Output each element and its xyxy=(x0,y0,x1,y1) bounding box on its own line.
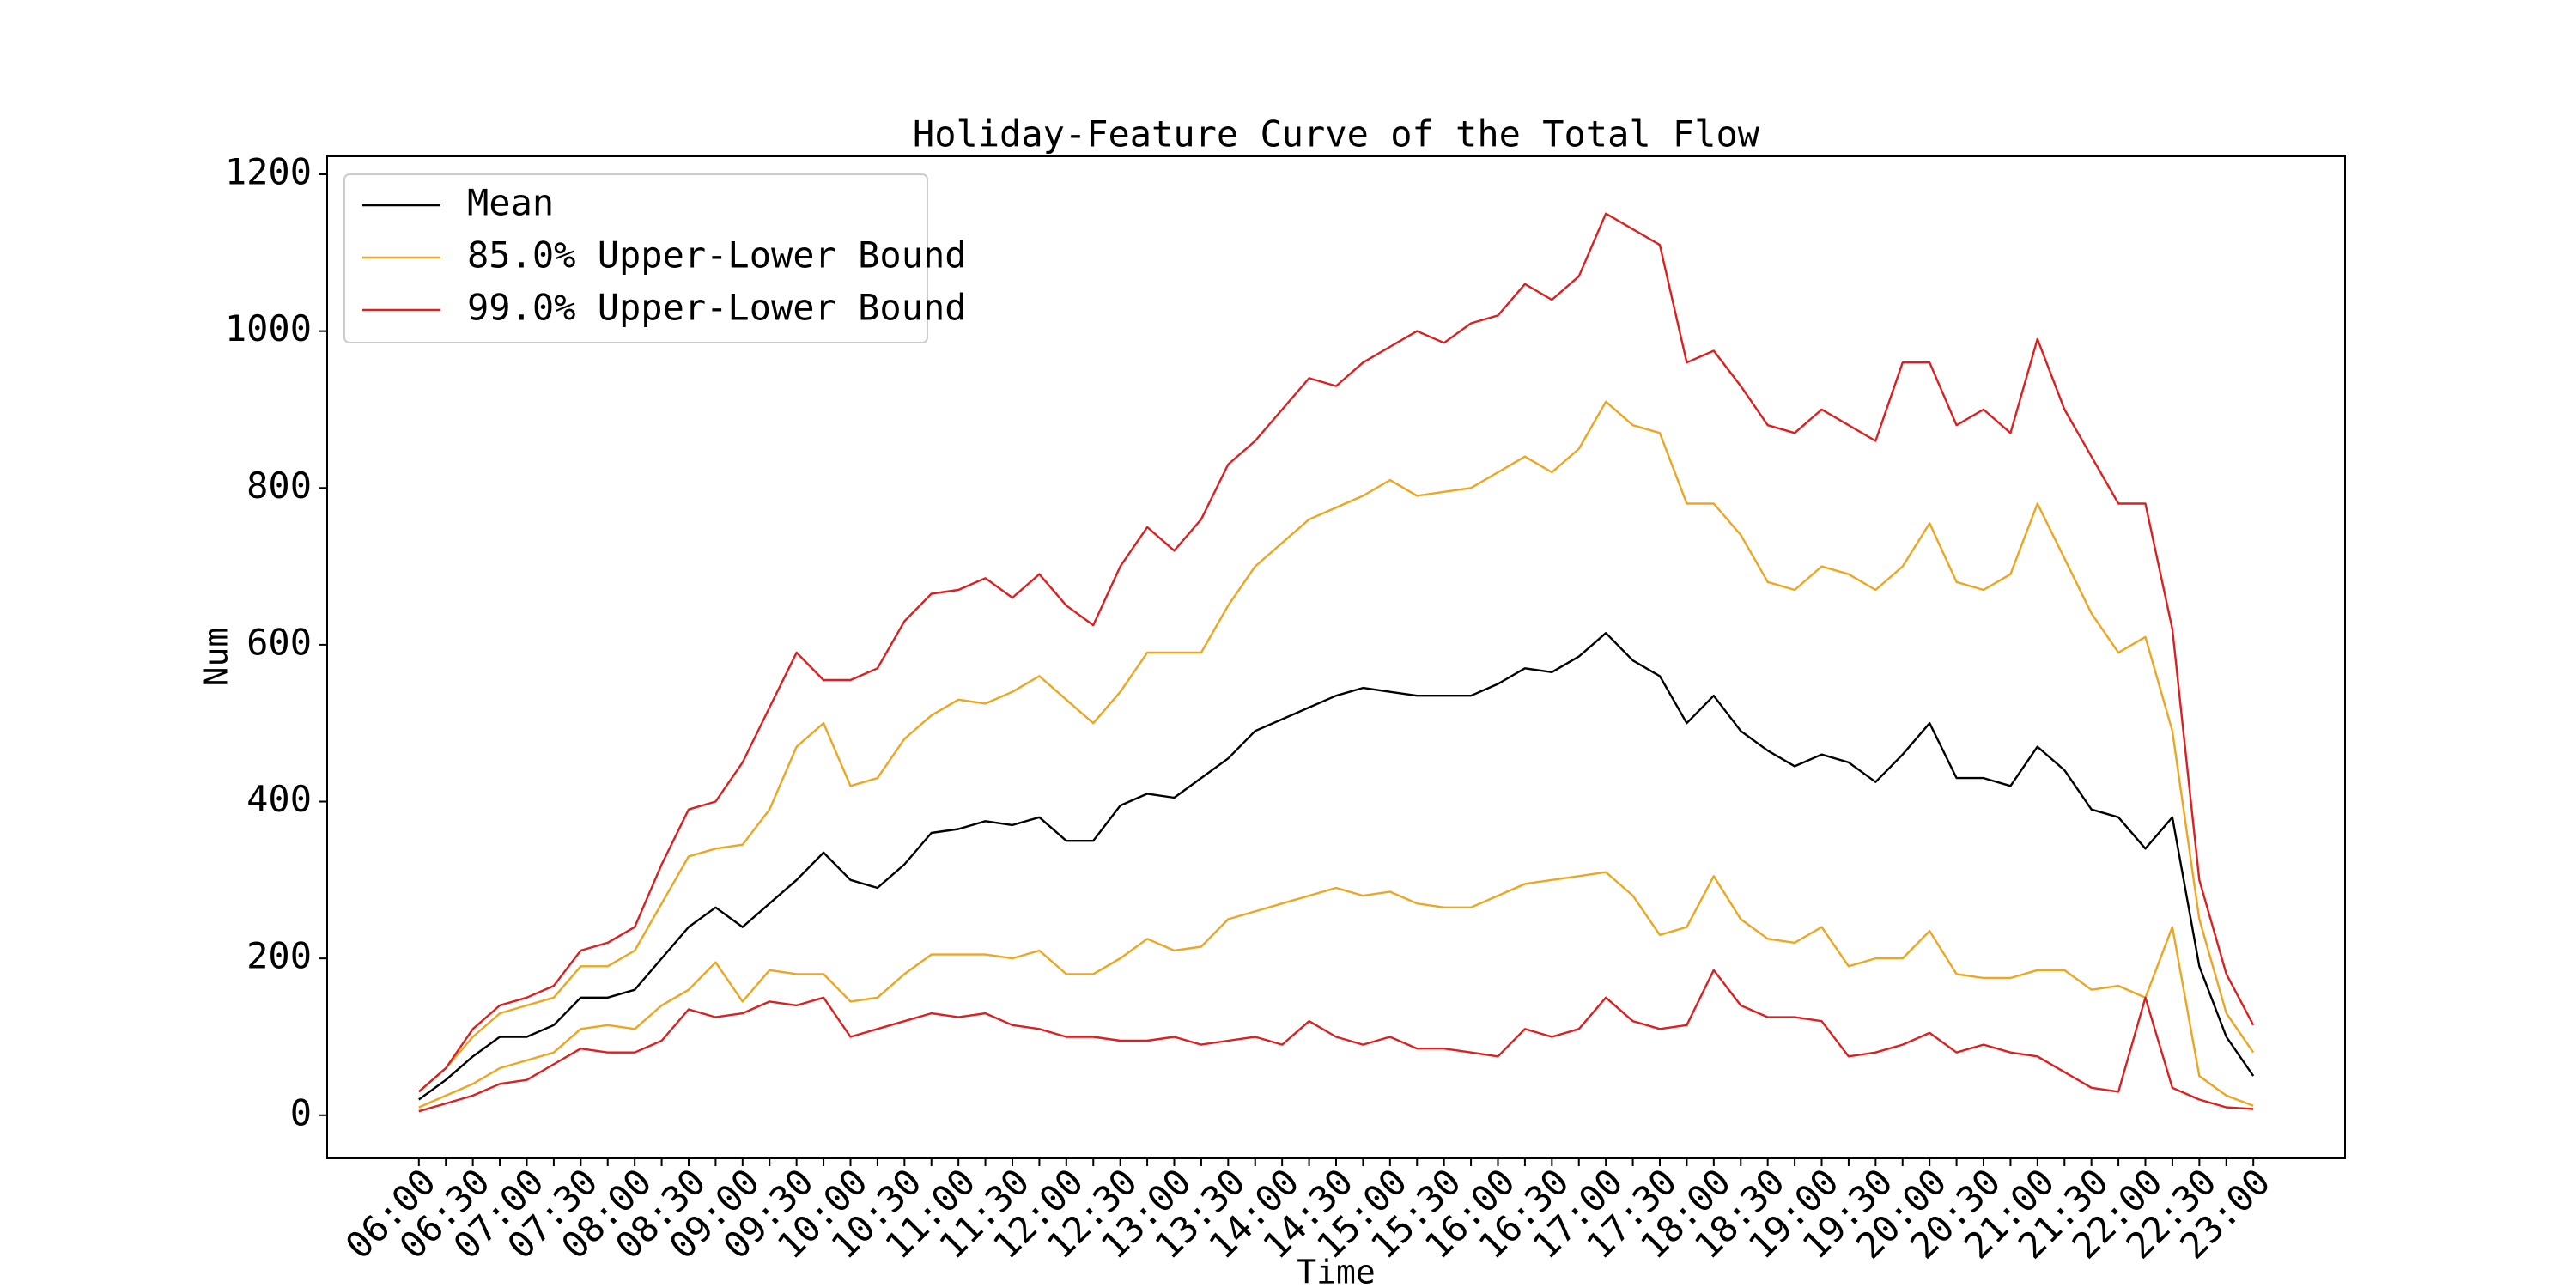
y-tick-label: 800 xyxy=(246,465,312,507)
legend: Mean 85.0% Upper-Lower Bound 99.0% Upper-L… xyxy=(343,173,967,343)
y-axis-label: Num xyxy=(197,628,235,687)
y-tick-label: 1000 xyxy=(225,307,312,349)
upper-bound-line xyxy=(418,400,2255,1093)
legend-label: Mean xyxy=(467,182,554,224)
legend-box xyxy=(343,173,928,343)
x-axis-label: Time xyxy=(1297,1254,1376,1288)
series-line xyxy=(418,632,2255,1101)
legend-label: 85.0% Upper-Lower Bound xyxy=(467,234,967,276)
y-tick-label: 1200 xyxy=(225,151,312,193)
y-tick-label: 0 xyxy=(290,1091,312,1133)
lower-bound-line xyxy=(418,969,2254,1113)
upper-bound-line xyxy=(418,212,2255,1093)
chart-title: Holiday-Feature Curve of the Total Flow xyxy=(913,113,1760,155)
lower-bound-line xyxy=(418,871,2254,1109)
y-tick-label: 200 xyxy=(246,935,312,977)
y-tick-label: 400 xyxy=(246,778,312,820)
legend-label: 99.0% Upper-Lower Bound xyxy=(467,287,967,329)
y-tick-label: 600 xyxy=(246,621,312,663)
